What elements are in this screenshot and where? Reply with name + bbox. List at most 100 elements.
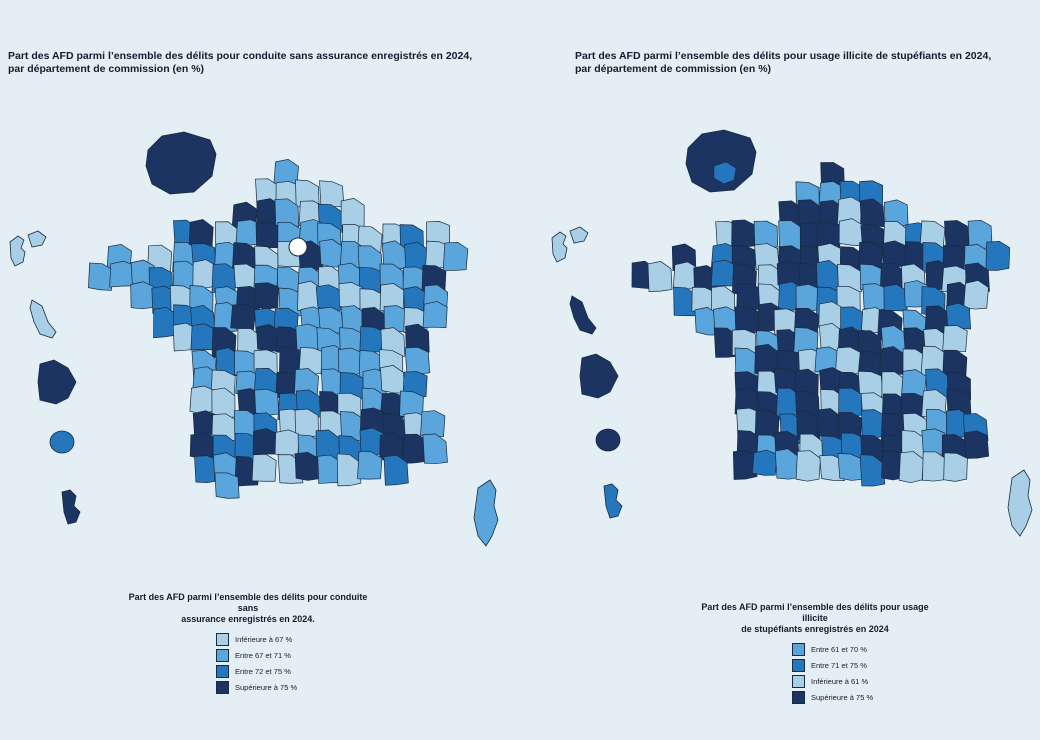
department-region xyxy=(985,240,1011,271)
department-region xyxy=(710,259,737,287)
department-region xyxy=(295,323,321,351)
department-region xyxy=(315,284,342,311)
department-region xyxy=(647,261,673,292)
overseas-reunion xyxy=(595,428,621,452)
department-region xyxy=(751,449,778,476)
legend-label: Supérieure à 75 % xyxy=(235,682,298,692)
department-region xyxy=(404,346,431,375)
overseas-guadeloupe xyxy=(9,230,47,267)
legend-label: Entre 67 et 71 % xyxy=(235,650,291,660)
department-region xyxy=(252,428,277,455)
department-region xyxy=(338,282,363,310)
map-title: Part des AFD parmi l’ensemble des délits… xyxy=(8,50,473,75)
department-region xyxy=(731,219,756,248)
legend-swatch xyxy=(792,642,805,656)
department-region xyxy=(943,452,968,482)
choropleth-map xyxy=(9,131,499,547)
department-region xyxy=(254,282,279,310)
department-region xyxy=(442,241,469,271)
region-grid xyxy=(631,162,1011,487)
overseas-martinique xyxy=(29,299,57,339)
map-title: Part des AFD parmi l’ensemble des délits… xyxy=(575,50,992,75)
department-region xyxy=(942,325,968,353)
legend-item: Entre 61 et 70 % xyxy=(792,641,940,657)
legend-item: Supérieure à 75 % xyxy=(792,689,940,705)
legend: Part des AFD parmi l’ensemble des délits… xyxy=(118,592,378,695)
overseas-mayotte xyxy=(61,489,81,525)
map-panel-drugs: Part des AFD parmi l’ensemble des délits… xyxy=(520,0,1040,740)
overseas-guadeloupe xyxy=(551,226,589,263)
island-manche xyxy=(145,131,217,195)
department-region xyxy=(732,450,758,480)
department-region xyxy=(422,433,448,464)
legend-item: Entre 72 et 75 % xyxy=(216,663,378,679)
region-grid xyxy=(88,158,469,499)
department-region xyxy=(190,323,216,351)
department-region xyxy=(859,454,886,487)
department-region xyxy=(254,388,280,416)
department-region xyxy=(963,430,990,459)
island-manche-inner xyxy=(713,161,737,185)
overseas-guyane xyxy=(579,353,619,399)
department-region xyxy=(255,221,280,249)
department-region xyxy=(837,453,864,481)
department-region xyxy=(734,306,760,334)
department-region xyxy=(898,451,924,484)
legend-item: Inférieure à 67 % xyxy=(216,631,378,647)
department-region xyxy=(337,347,363,377)
department-region xyxy=(838,218,863,246)
department-region xyxy=(230,304,256,330)
legend-swatch xyxy=(216,632,229,646)
department-region xyxy=(88,262,113,291)
overseas-reunion xyxy=(49,430,75,454)
island-corsica xyxy=(473,479,499,547)
legend-swatch xyxy=(792,674,805,688)
department-region xyxy=(922,451,947,482)
department-region xyxy=(319,180,345,208)
legend-label: Entre 72 et 75 % xyxy=(235,666,291,676)
department-region xyxy=(336,453,362,487)
department-region xyxy=(251,453,277,482)
department-region xyxy=(294,451,320,481)
department-region xyxy=(189,432,215,460)
department-region xyxy=(189,385,215,415)
island-manche xyxy=(685,129,757,193)
paris-region xyxy=(288,237,308,257)
legend-swatch xyxy=(792,690,805,704)
legend-label: Entre 61 et 70 % xyxy=(811,644,867,654)
map-panel-insurance: Part des AFD parmi l’ensemble des délits… xyxy=(8,50,499,695)
department-region xyxy=(422,301,448,329)
legend-swatch xyxy=(216,680,229,694)
department-region xyxy=(945,302,972,330)
legend-item: Entre 71 et 75 % xyxy=(792,657,940,673)
overseas-guyane xyxy=(37,359,77,405)
department-region xyxy=(294,408,319,437)
legend-item: Inférieure à 61 % xyxy=(792,673,940,689)
legend-swatch xyxy=(792,658,805,672)
legend-label: Inférieure à 61 % xyxy=(811,676,869,686)
legend-label: Inférieure à 67 % xyxy=(235,634,293,644)
department-region xyxy=(109,260,135,288)
legend-title: Part des AFD parmi l’ensemble des délits… xyxy=(128,592,368,624)
department-region xyxy=(883,284,908,312)
legend-swatch xyxy=(216,648,229,662)
legend-label: Entre 71 et 75 % xyxy=(811,660,867,670)
legend-swatch xyxy=(216,664,229,678)
department-region xyxy=(274,429,300,456)
overseas-martinique xyxy=(569,295,597,335)
department-region xyxy=(420,410,446,438)
department-region xyxy=(214,472,240,499)
department-region xyxy=(862,283,888,311)
department-region xyxy=(130,281,155,310)
department-region xyxy=(340,197,365,229)
department-region xyxy=(795,283,820,313)
island-corsica xyxy=(1007,469,1033,537)
department-region xyxy=(795,450,821,482)
legend-title: Part des AFD parmi l’ensemble des délits… xyxy=(701,602,929,634)
legend-item: Supérieure à 75 % xyxy=(216,679,378,695)
legend-label: Supérieure à 75 % xyxy=(811,692,874,702)
department-region xyxy=(359,326,385,353)
overseas-mayotte xyxy=(603,483,623,519)
choropleth-map xyxy=(551,129,1033,537)
department-region xyxy=(357,451,383,480)
